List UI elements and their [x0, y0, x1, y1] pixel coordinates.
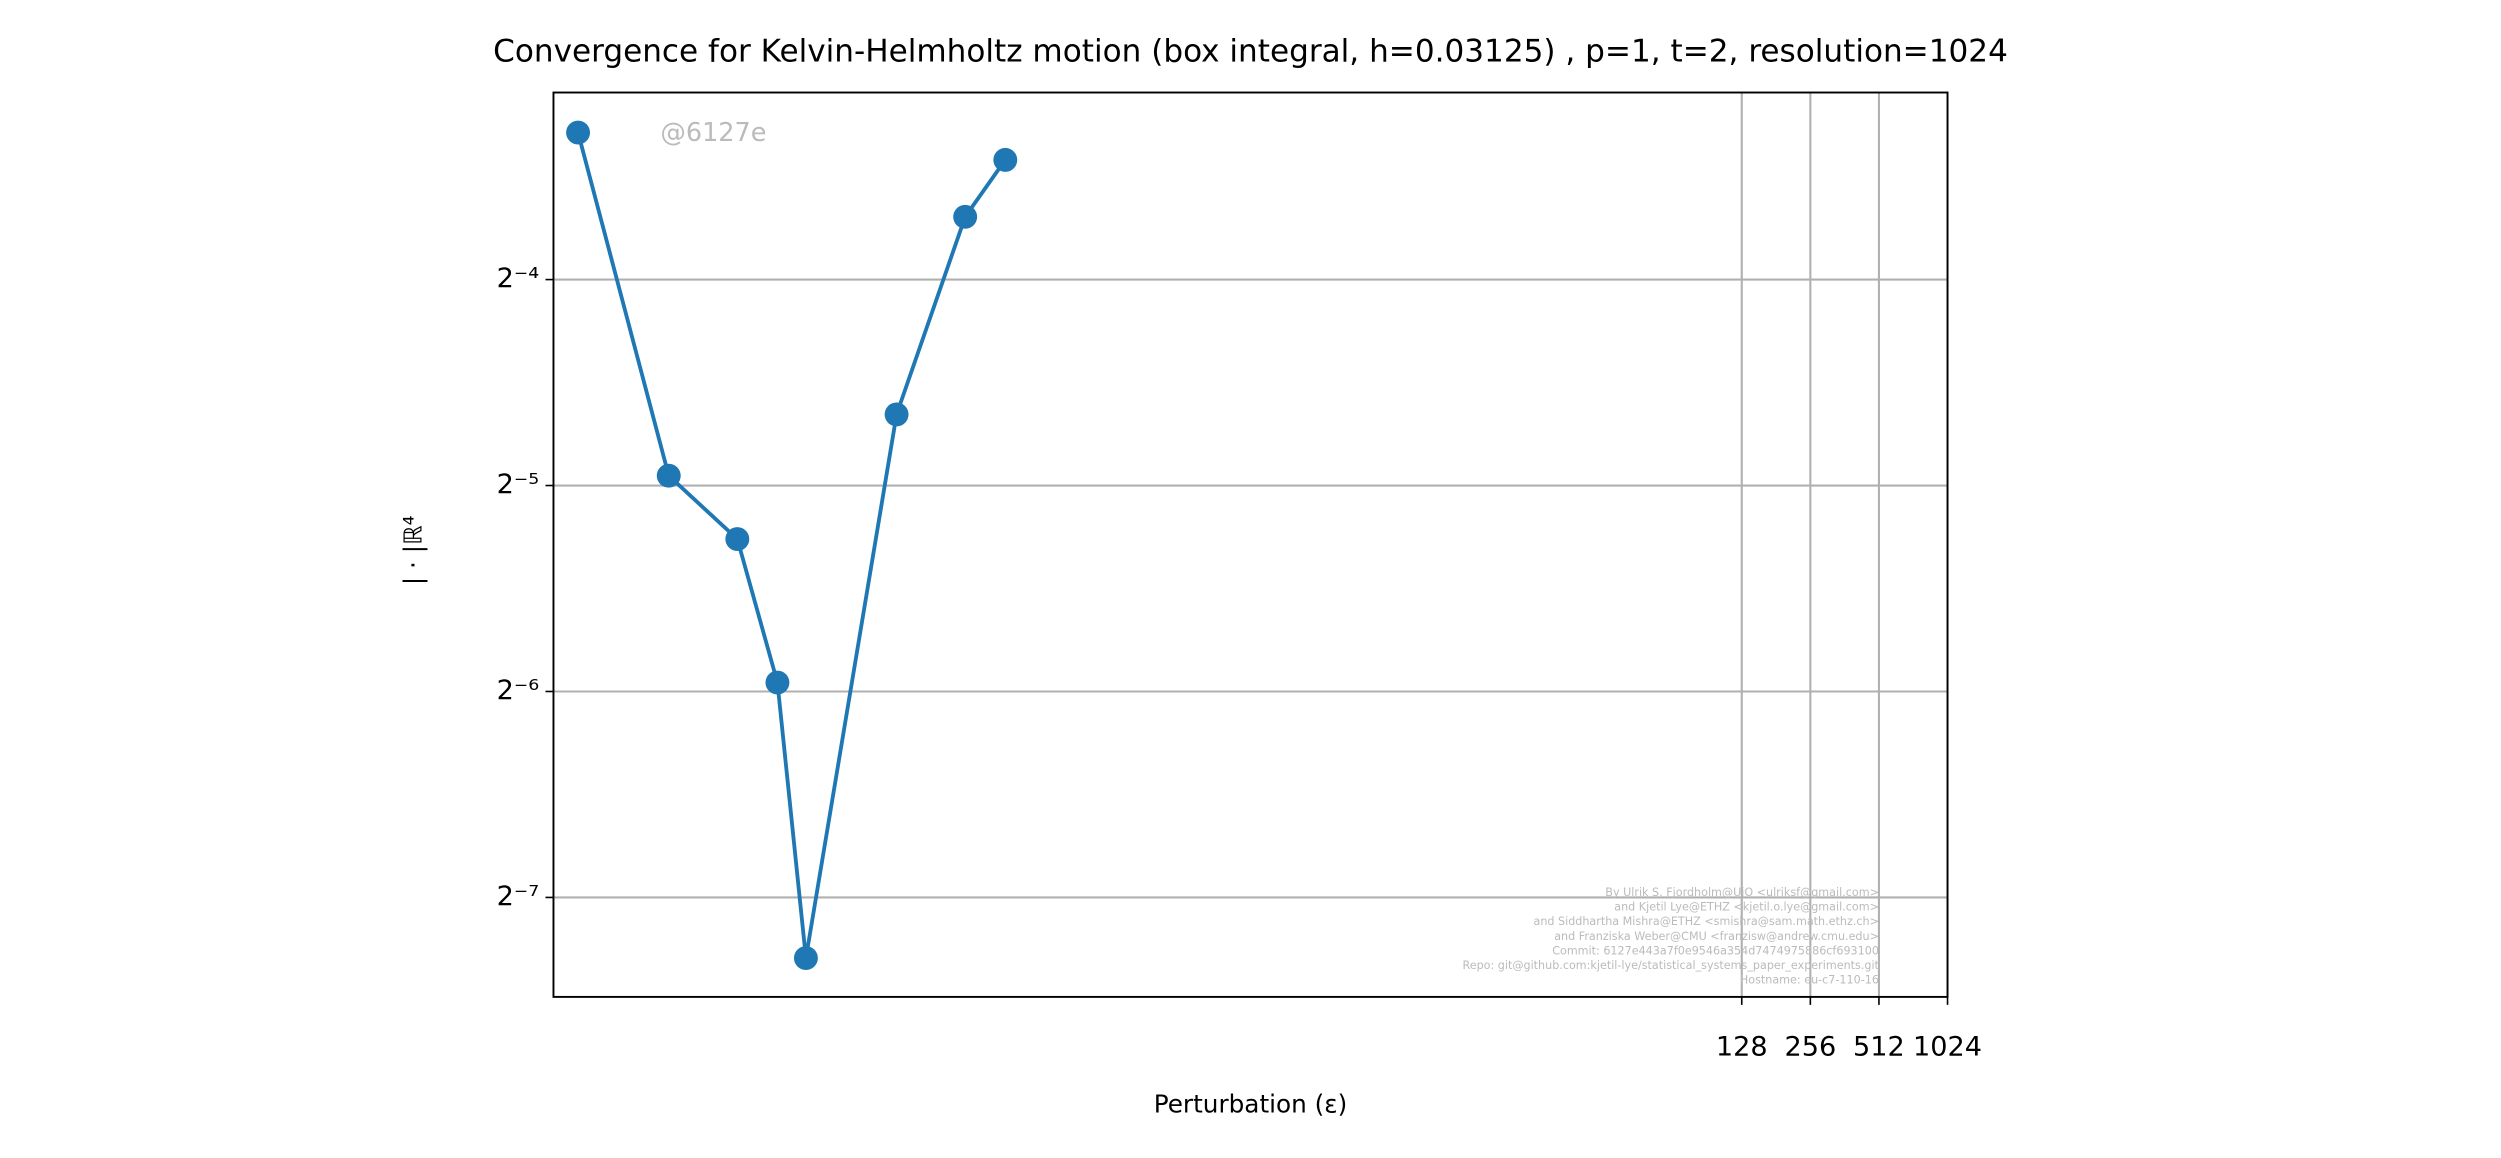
- line: [576, 132, 1007, 959]
- point: [566, 120, 591, 145]
- chart-title: Convergence for Kelvin-Helmholtz motion …: [493, 34, 2008, 70]
- x-tick-label: 1024: [1913, 1031, 1982, 1062]
- y-tick-label: 2⁻⁷: [497, 881, 539, 912]
- credit-line: Hostname: eu-c7-110-16: [1740, 973, 1879, 986]
- point: [993, 147, 1018, 172]
- x-axis-label: Perturbation (ε): [1154, 1089, 1348, 1118]
- y-tick-label: 2⁻⁴: [497, 263, 539, 294]
- point: [656, 463, 681, 488]
- credit-line: and Siddhartha Mishra@ETHZ <smishra@sam.…: [1533, 915, 1878, 928]
- y-axis-label: | · |ℝ⁴: [399, 515, 428, 585]
- point: [953, 204, 978, 229]
- credit-line: By Ulrik S. Fjordholm@UiO <ulriksf@gmail…: [1605, 886, 1879, 899]
- credit-line: Repo: git@github.com:kjetil-lye/statisti…: [1462, 959, 1879, 972]
- x-tick-label: 512: [1853, 1031, 1905, 1062]
- credit-line: and Franziska Weber@CMU <franzisw@andrew…: [1554, 930, 1879, 943]
- point: [725, 527, 750, 552]
- point: [793, 946, 818, 971]
- point: [765, 670, 790, 695]
- watermark: @6127e: [660, 118, 766, 148]
- credit-line: and Kjetil Lye@ETHZ <kjetil.o.lye@gmail.…: [1614, 901, 1879, 914]
- credit-line: Commit: 6127e443a7f0e9546a354d7474975886…: [1552, 944, 1879, 957]
- y-tick-label: 2⁻⁵: [497, 469, 539, 500]
- point: [884, 402, 909, 427]
- y-tick-label: 2⁻⁶: [497, 675, 539, 706]
- x-tick-label: 128: [1716, 1031, 1768, 1062]
- x-tick-label: 256: [1784, 1031, 1836, 1062]
- plot-frame: [552, 91, 1949, 998]
